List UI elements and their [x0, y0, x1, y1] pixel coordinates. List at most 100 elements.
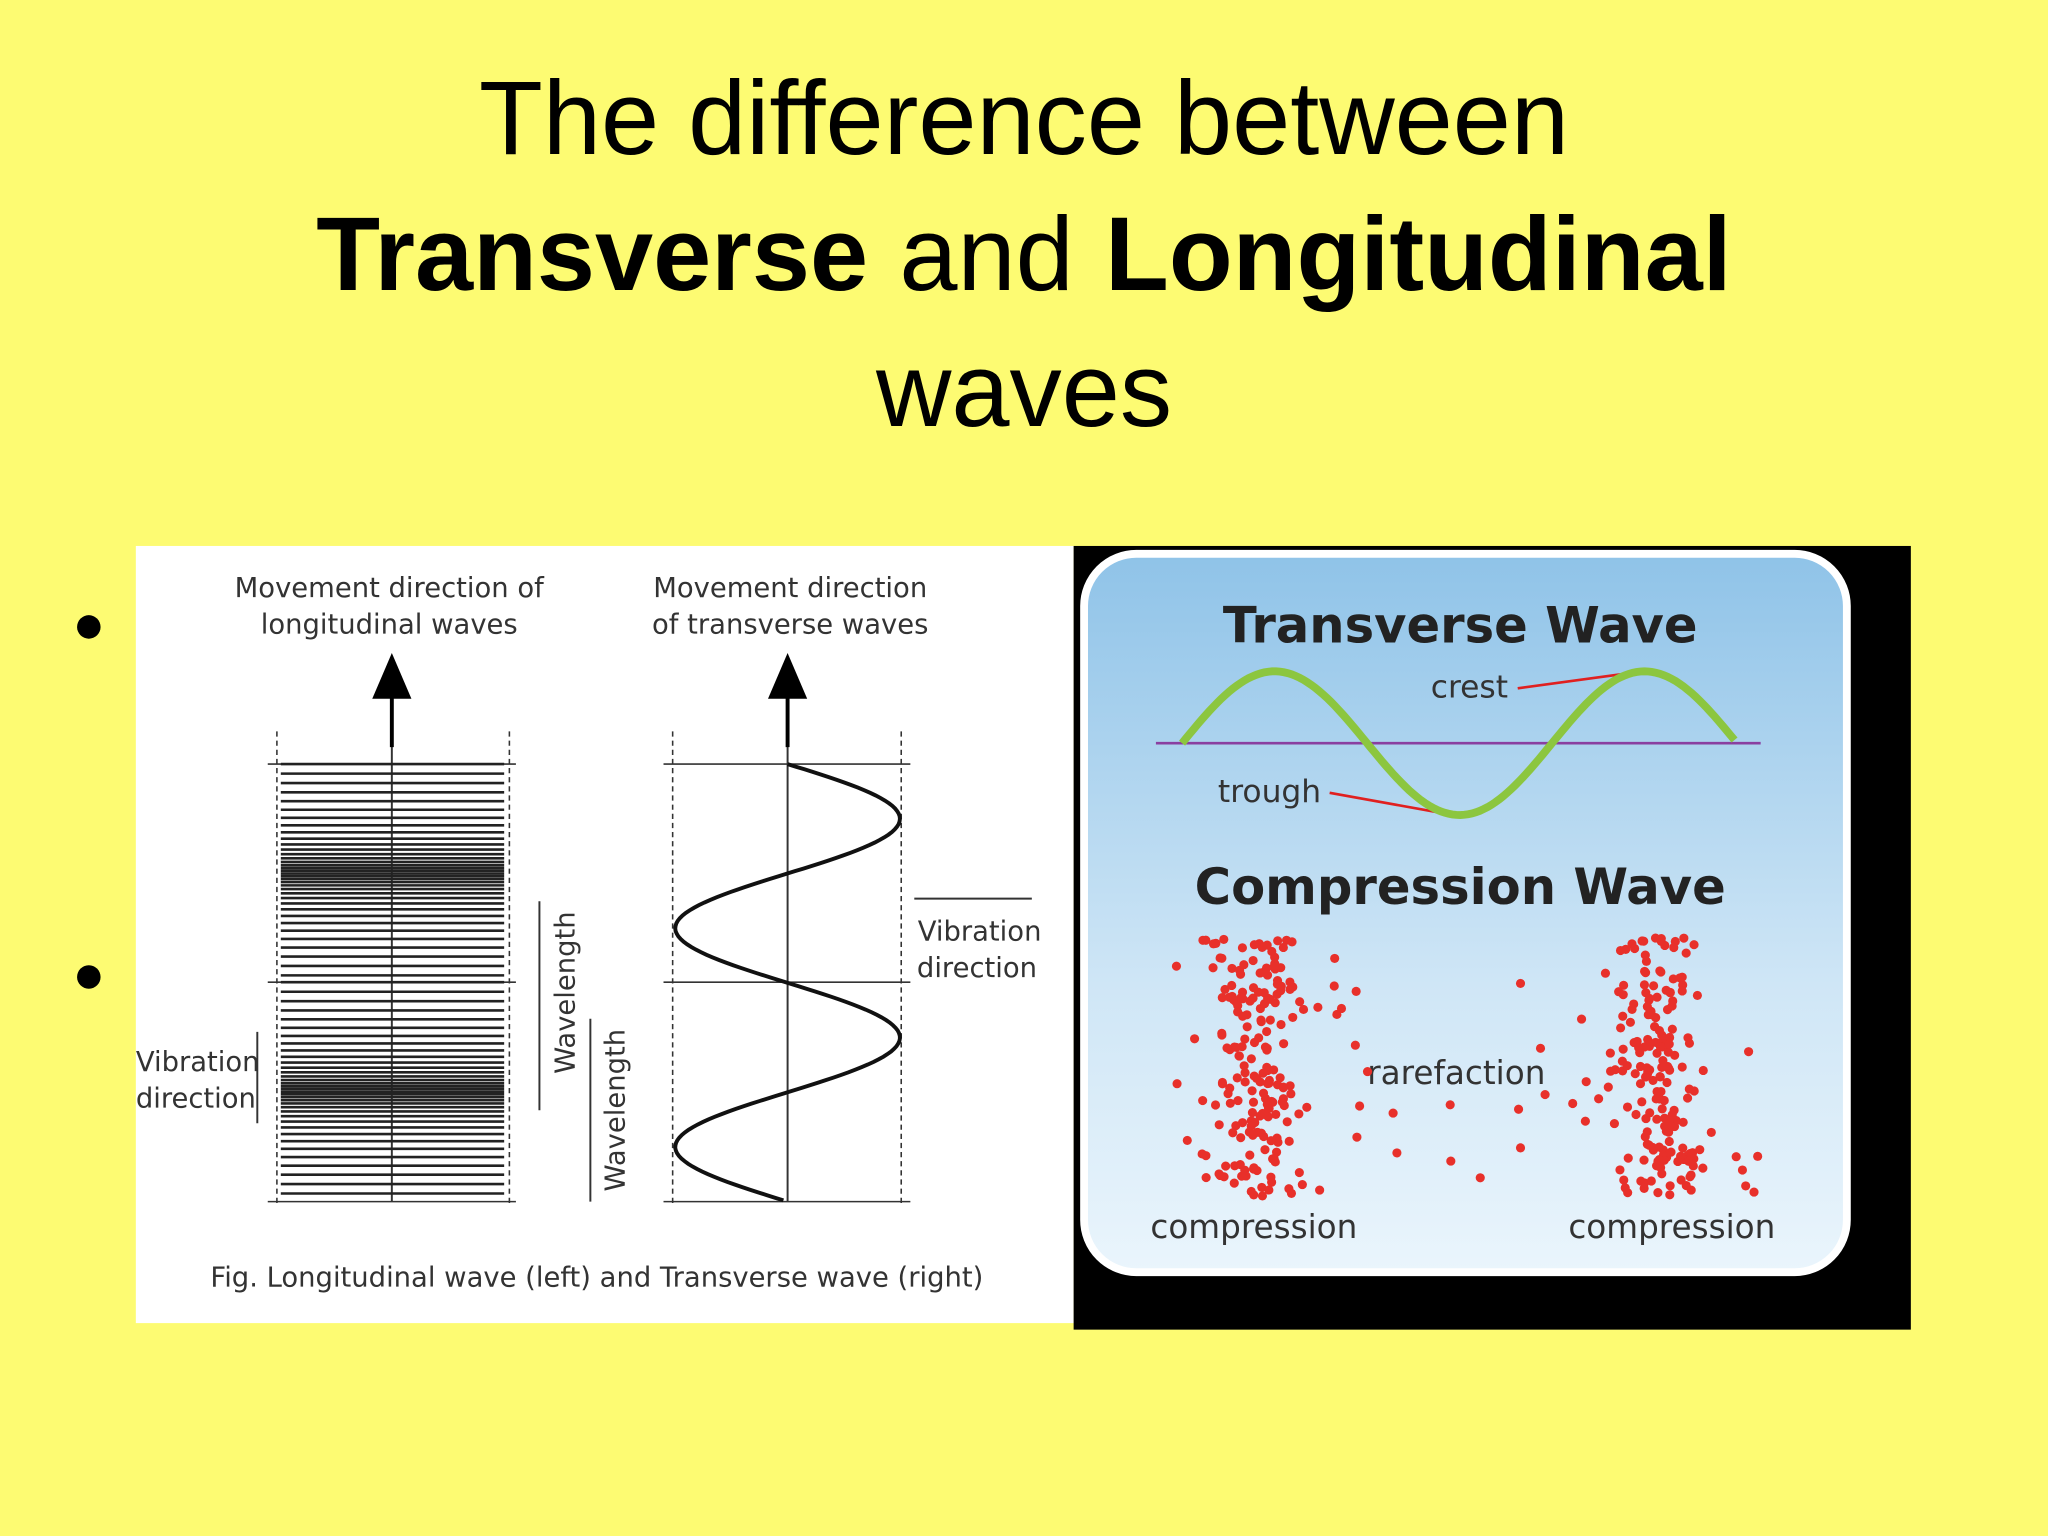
particle: [1685, 1172, 1695, 1182]
particle: [1315, 1185, 1325, 1195]
particle: [1262, 1043, 1272, 1053]
particle: [1515, 1143, 1526, 1153]
particle: [1297, 1180, 1307, 1190]
particle: [1640, 1132, 1650, 1142]
particle: [1662, 1077, 1672, 1088]
particle: [1271, 1109, 1281, 1119]
wave-label: rarefaction: [1367, 1054, 1545, 1092]
particle: [1269, 1153, 1279, 1164]
particle: [1221, 1161, 1231, 1171]
particle: [1229, 1042, 1240, 1052]
title-line: The difference between: [479, 60, 1569, 177]
particle: [1656, 934, 1666, 944]
particle: [1201, 1151, 1211, 1161]
particle: [1240, 1068, 1250, 1078]
bullet: [77, 615, 101, 639]
particle: [1258, 1068, 1268, 1078]
particle: [1262, 1026, 1272, 1037]
particle: [1640, 1178, 1650, 1188]
particle: [1351, 986, 1361, 996]
particle: [1245, 1150, 1255, 1160]
particle: [1670, 1050, 1680, 1060]
particle: [1656, 1086, 1666, 1097]
particle: [1263, 993, 1273, 1003]
particle: [1198, 935, 1208, 945]
particle: [1278, 1094, 1288, 1104]
particle: [1615, 945, 1626, 956]
particle: [1172, 1079, 1182, 1089]
particle: [1637, 1097, 1647, 1107]
particle: [1228, 995, 1239, 1005]
particle: [1669, 942, 1679, 953]
particle: [1275, 1073, 1285, 1083]
particle: [1622, 1061, 1632, 1071]
particle: [1265, 1015, 1275, 1025]
figure-label: Movement direction of: [235, 573, 545, 604]
particle: [1630, 1069, 1640, 1079]
particle: [1623, 1153, 1633, 1163]
particle: [1576, 1014, 1587, 1024]
particle: [1651, 1094, 1661, 1104]
title-bold: Transverse: [316, 196, 868, 313]
figure-label: longitudinal waves: [261, 609, 518, 640]
particle: [1249, 940, 1259, 950]
particle: [1657, 1104, 1667, 1114]
particle: [1248, 955, 1258, 966]
particle: [1656, 1162, 1666, 1173]
particle: [1659, 1155, 1669, 1165]
title-line: Transverse and Longitudinal: [316, 196, 1731, 313]
particle: [1616, 1023, 1626, 1033]
particle: [1264, 1075, 1274, 1086]
particle: [1248, 1130, 1258, 1140]
figure-label: direction: [136, 1084, 256, 1115]
particle: [1515, 978, 1526, 988]
particle: [1313, 1002, 1323, 1012]
particle: [1332, 1009, 1342, 1020]
particle: [1262, 1099, 1272, 1109]
particle: [1329, 981, 1339, 991]
particle: [1620, 1183, 1630, 1193]
particle: [1667, 1024, 1677, 1034]
particle: [1673, 1156, 1683, 1167]
particle: [1248, 1097, 1259, 1107]
particle: [1622, 1102, 1633, 1112]
particle: [1695, 1145, 1705, 1155]
particle: [1260, 1145, 1270, 1155]
particle: [1254, 1033, 1264, 1043]
particle: [1210, 1100, 1221, 1110]
particle: [1605, 1048, 1615, 1058]
particle: [1619, 980, 1629, 990]
figure-label: Vibration: [136, 1047, 260, 1078]
particle: [1580, 1116, 1590, 1126]
particle: [1198, 1095, 1208, 1106]
particle: [1692, 990, 1702, 1001]
particle: [1217, 1077, 1228, 1088]
particle: [1273, 1137, 1283, 1147]
particle: [1610, 1065, 1620, 1075]
particle: [1666, 1147, 1676, 1157]
particle: [1731, 1152, 1741, 1162]
particle: [1225, 1098, 1235, 1108]
particle: [1233, 1096, 1243, 1106]
particle: [1665, 1190, 1675, 1200]
particle: [1475, 1173, 1485, 1183]
transverse-wave: [1178, 667, 1738, 819]
particle: [1637, 936, 1647, 946]
arrow-head: [372, 653, 412, 699]
wave-label: trough: [1218, 774, 1321, 810]
particle: [1239, 1061, 1249, 1071]
particle: [1362, 1067, 1373, 1077]
particle: [1246, 1186, 1256, 1197]
particle: [1540, 1090, 1550, 1100]
particle: [1208, 963, 1218, 973]
particle: [1273, 936, 1283, 946]
particle: [1641, 988, 1651, 998]
particle: [1665, 988, 1675, 998]
particle: [1640, 950, 1650, 960]
particle: [1655, 1072, 1665, 1082]
particle: [1295, 997, 1305, 1007]
particle: [1288, 1012, 1298, 1022]
particle: [1642, 1002, 1652, 1012]
figure-label: of transverse waves: [652, 609, 928, 640]
